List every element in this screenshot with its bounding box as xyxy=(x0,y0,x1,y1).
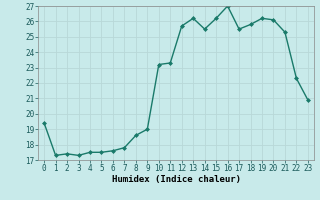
X-axis label: Humidex (Indice chaleur): Humidex (Indice chaleur) xyxy=(111,175,241,184)
